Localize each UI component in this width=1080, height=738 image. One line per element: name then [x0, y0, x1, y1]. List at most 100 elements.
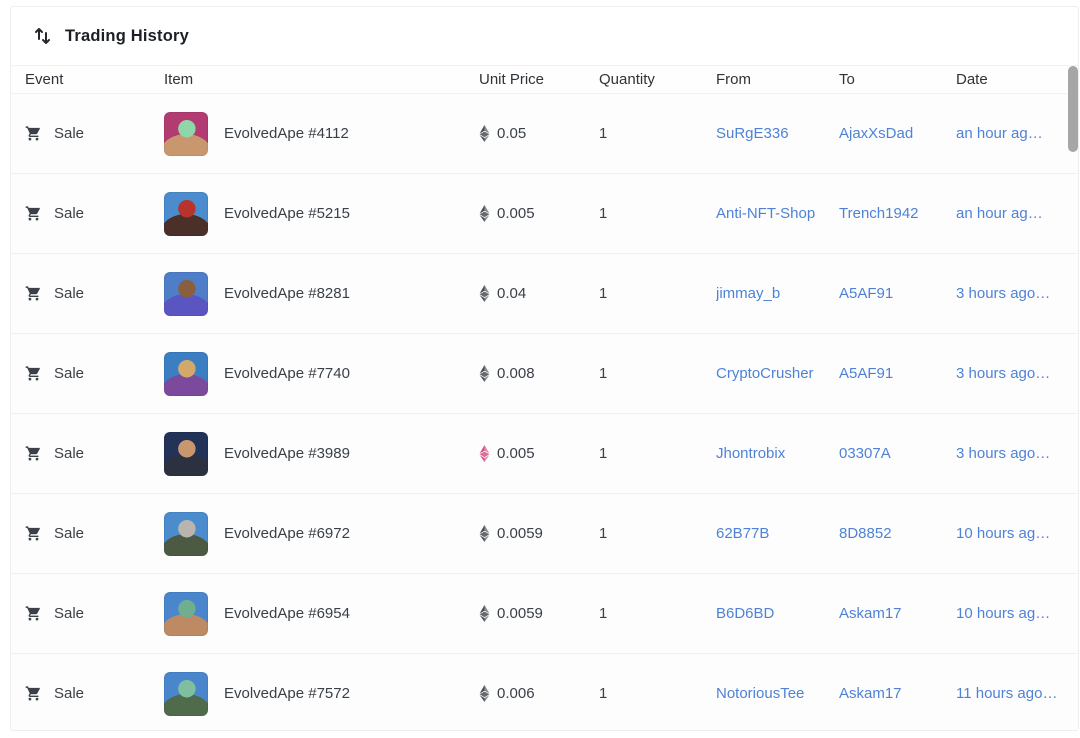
date-link[interactable]: an hour ag… [956, 125, 1043, 142]
from-link[interactable]: NotoriousTee [716, 685, 805, 702]
from-link[interactable]: 62B77B [716, 525, 770, 542]
item-cell[interactable]: EvolvedApe #6954 [164, 591, 479, 636]
shopping-cart-icon [25, 125, 42, 142]
from-link[interactable]: jimmay_b [716, 285, 781, 302]
item-cell[interactable]: EvolvedApe #3989 [164, 431, 479, 476]
scrollbar-track[interactable] [1068, 65, 1078, 731]
item-cell[interactable]: EvolvedApe #4112 [164, 111, 479, 156]
date-link[interactable]: 10 hours ag… [956, 605, 1051, 622]
item-thumbnail[interactable] [164, 671, 208, 716]
unit-price-cell: 0.005 [479, 445, 599, 462]
scrollbar-thumb[interactable] [1068, 66, 1078, 152]
item-thumbnail[interactable] [164, 191, 208, 236]
item-cell[interactable]: EvolvedApe #6972 [164, 511, 479, 556]
shopping-cart-icon [25, 605, 42, 622]
event-cell: Sale [25, 205, 164, 222]
ethereum-icon [479, 285, 490, 302]
from-link[interactable]: SuRgE336 [716, 125, 789, 142]
item-name[interactable]: EvolvedApe #7572 [224, 685, 350, 702]
table-row: Sale EvolvedApe #6972 0.0059 1 62B77B 8D… [11, 494, 1078, 574]
event-label: Sale [54, 285, 85, 302]
item-cell[interactable]: EvolvedApe #7740 [164, 351, 479, 396]
from-link[interactable]: Jhontrobix [716, 445, 786, 462]
item-cell[interactable]: EvolvedApe #5215 [164, 191, 479, 236]
event-cell: Sale [25, 605, 164, 622]
table-body: Sale EvolvedApe #4112 0.05 1 SuRgE336 Aj… [11, 94, 1078, 730]
to-link[interactable]: Askam17 [839, 685, 902, 702]
table-row: Sale EvolvedApe #7572 0.006 1 NotoriousT… [11, 654, 1078, 730]
shopping-cart-icon [25, 205, 42, 222]
unit-price-cell: 0.005 [479, 205, 599, 222]
event-label: Sale [54, 125, 85, 142]
to-link[interactable]: Trench1942 [839, 205, 919, 222]
item-cell[interactable]: EvolvedApe #8281 [164, 271, 479, 316]
table-row: Sale EvolvedApe #7740 0.008 1 CryptoCrus… [11, 334, 1078, 414]
item-name[interactable]: EvolvedApe #7740 [224, 365, 350, 382]
unit-price-value: 0.0059 [497, 525, 543, 542]
from-link[interactable]: B6D6BD [716, 605, 775, 622]
event-label: Sale [54, 685, 85, 702]
to-link[interactable]: A5AF91 [839, 285, 894, 302]
to-link[interactable]: AjaxXsDad [839, 125, 914, 142]
shopping-cart-icon [25, 365, 42, 382]
to-link[interactable]: A5AF91 [839, 365, 894, 382]
quantity-cell: 1 [599, 125, 608, 142]
item-thumbnail[interactable] [164, 271, 208, 316]
ethereum-icon [479, 605, 490, 622]
quantity-cell: 1 [599, 365, 608, 382]
item-name[interactable]: EvolvedApe #3989 [224, 445, 350, 462]
table-row: Sale EvolvedApe #6954 0.0059 1 B6D6BD As… [11, 574, 1078, 654]
shopping-cart-icon [25, 445, 42, 462]
quantity-cell: 1 [599, 685, 608, 702]
unit-price-cell: 0.0059 [479, 525, 599, 542]
table-row: Sale EvolvedApe #5215 0.005 1 Anti-NFT-S… [11, 174, 1078, 254]
item-name[interactable]: EvolvedApe #5215 [224, 205, 350, 222]
event-cell: Sale [25, 525, 164, 542]
unit-price-cell: 0.04 [479, 285, 599, 302]
item-name[interactable]: EvolvedApe #6954 [224, 605, 350, 622]
unit-price-value: 0.04 [497, 285, 527, 302]
table-header-row: Event Item Unit Price Quantity From To D… [11, 65, 1078, 94]
shopping-cart-icon [25, 685, 42, 702]
date-link[interactable]: 3 hours ago… [956, 285, 1051, 302]
ethereum-icon [479, 685, 490, 702]
to-link[interactable]: Askam17 [839, 605, 902, 622]
from-link[interactable]: CryptoCrusher [716, 365, 814, 382]
unit-price-value: 0.0059 [497, 605, 543, 622]
date-link[interactable]: an hour ag… [956, 205, 1043, 222]
item-thumbnail[interactable] [164, 511, 208, 556]
item-thumbnail[interactable] [164, 591, 208, 636]
event-cell: Sale [25, 685, 164, 702]
quantity-cell: 1 [599, 525, 608, 542]
item-name[interactable]: EvolvedApe #6972 [224, 525, 350, 542]
to-link[interactable]: 8D8852 [839, 525, 892, 542]
to-link[interactable]: 03307A [839, 445, 891, 462]
table-row: Sale EvolvedApe #4112 0.05 1 SuRgE336 Aj… [11, 94, 1078, 174]
item-name[interactable]: EvolvedApe #4112 [224, 125, 349, 142]
date-link[interactable]: 10 hours ag… [956, 525, 1051, 542]
date-link[interactable]: 3 hours ago… [956, 445, 1051, 462]
unit-price-value: 0.005 [497, 205, 535, 222]
quantity-cell: 1 [599, 205, 608, 222]
event-label: Sale [54, 445, 85, 462]
shopping-cart-icon [25, 285, 42, 302]
event-label: Sale [54, 605, 85, 622]
unit-price-value: 0.005 [497, 445, 535, 462]
shopping-cart-icon [25, 525, 42, 542]
panel-header: Trading History [11, 7, 1078, 65]
item-name[interactable]: EvolvedApe #8281 [224, 285, 350, 302]
unit-price-cell: 0.008 [479, 365, 599, 382]
item-thumbnail[interactable] [164, 351, 208, 396]
item-thumbnail[interactable] [164, 111, 208, 156]
column-header-event: Event [25, 71, 64, 88]
sort-arrows-icon [34, 26, 52, 46]
unit-price-cell: 0.0059 [479, 605, 599, 622]
item-thumbnail[interactable] [164, 431, 208, 476]
date-link[interactable]: 3 hours ago… [956, 365, 1051, 382]
unit-price-value: 0.008 [497, 365, 535, 382]
ethereum-icon [479, 445, 490, 462]
item-cell[interactable]: EvolvedApe #7572 [164, 671, 479, 716]
trading-history-panel: Trading History Event Item Unit Price Qu… [10, 6, 1079, 731]
from-link[interactable]: Anti-NFT-Shop [716, 205, 816, 222]
date-link[interactable]: 11 hours ago… [956, 685, 1058, 702]
